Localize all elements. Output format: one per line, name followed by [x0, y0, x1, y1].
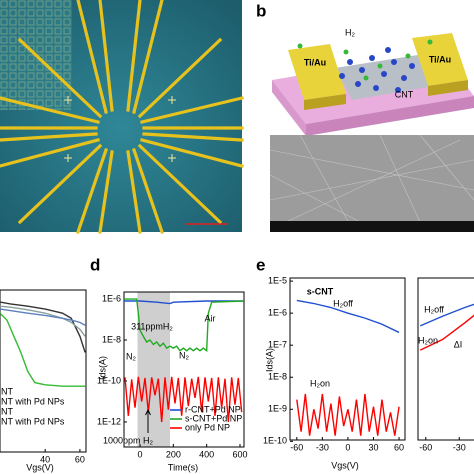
cnt-label: CNT: [395, 89, 414, 99]
annotation: H₂off: [333, 298, 353, 308]
series-line: [0, 301, 86, 353]
y-tick-label: 1E-12: [97, 416, 121, 426]
legend-label: only Pd NP: [185, 422, 230, 432]
series-line: [0, 308, 86, 326]
plot-frame: [417, 277, 474, 441]
series-line: [124, 376, 243, 423]
panel-label: e: [256, 255, 265, 274]
x-axis-label: Time(s): [168, 462, 198, 472]
annotation-arrow: [145, 408, 151, 433]
x-tick-label: -60: [419, 442, 432, 452]
series-line: [0, 305, 86, 337]
device-schematic: H₂ Ti/Au Ti/Au CNT: [272, 27, 474, 136]
series-line: [419, 314, 474, 351]
annotation: 311ppmH₂: [131, 321, 173, 331]
optical-image: [0, 0, 244, 235]
x-tick-label: 30: [368, 442, 378, 452]
x-tick-label: 200: [166, 449, 181, 459]
y-tick-label: 1E-6: [102, 293, 121, 303]
annotation: ΔI: [454, 339, 463, 349]
annotation: N₂: [126, 351, 136, 361]
legend-label: NT: [1, 406, 13, 416]
x-axis-label: Vgs(V): [26, 462, 54, 472]
plot-frame: [0, 289, 87, 453]
y-axis-label: Ids(A): [264, 348, 274, 372]
y-tick-label: 1E-5: [268, 275, 287, 285]
series-line: [296, 299, 400, 334]
y-tick-label: 1E-8: [268, 372, 287, 382]
annotation: H₂off: [424, 304, 444, 314]
panel-label: d: [90, 255, 100, 274]
series-line: [0, 312, 86, 387]
series-line: [419, 303, 474, 327]
series-line: [124, 300, 244, 305]
y-tick-label: 1E-7: [268, 340, 287, 350]
y-tick-label: 1E-10: [263, 436, 287, 446]
x-tick-label: 400: [199, 449, 214, 459]
electrode-label: Ti/Au: [304, 57, 326, 67]
legend-label: NT with Pd NPs: [1, 416, 65, 426]
x-tick-label: 600: [232, 449, 247, 459]
electrode-label: Ti/Au: [429, 54, 451, 64]
x-axis-label: Vgs(V): [331, 460, 359, 470]
x-tick-label: 40: [40, 454, 50, 464]
y-tick-label: 1E-8: [102, 334, 121, 344]
x-tick-label: 0: [345, 442, 350, 452]
x-tick-label: -30: [316, 442, 329, 452]
annotation: N₂: [179, 350, 189, 360]
x-tick-label: 60: [75, 454, 85, 464]
y-tick-label: 1E-10: [97, 375, 121, 385]
chart-title: s-CNT: [307, 286, 334, 296]
legend-label: s-CNT+Pd NP: [185, 413, 242, 423]
sem-image: [269, 134, 474, 232]
panel-label: b: [256, 1, 266, 20]
x-tick-label: 60: [394, 442, 404, 452]
series-line: [124, 298, 245, 353]
legend-label: NT: [1, 386, 13, 396]
y-tick-label: 1E-9: [268, 404, 287, 414]
annotation: 1000ppm H₂: [103, 435, 154, 445]
exposure-band: [137, 292, 170, 447]
x-tick-label: 0: [137, 449, 142, 459]
legend-label: r-CNT+Pd NP: [185, 404, 241, 414]
y-axis-label: Ids(A): [97, 356, 107, 380]
y-tick-label: 1E-6: [268, 308, 287, 318]
annotation: Air: [205, 313, 216, 323]
x-tick-label: -30: [453, 442, 466, 452]
annotation: H₂on: [418, 335, 438, 345]
gas-label: H₂: [345, 27, 355, 37]
series-line: [296, 393, 400, 436]
legend-label: NT with Pd NPs: [1, 396, 65, 406]
plot-frame: [123, 291, 245, 448]
annotation: H₂on: [310, 378, 330, 388]
x-tick-label: -60: [290, 442, 303, 452]
